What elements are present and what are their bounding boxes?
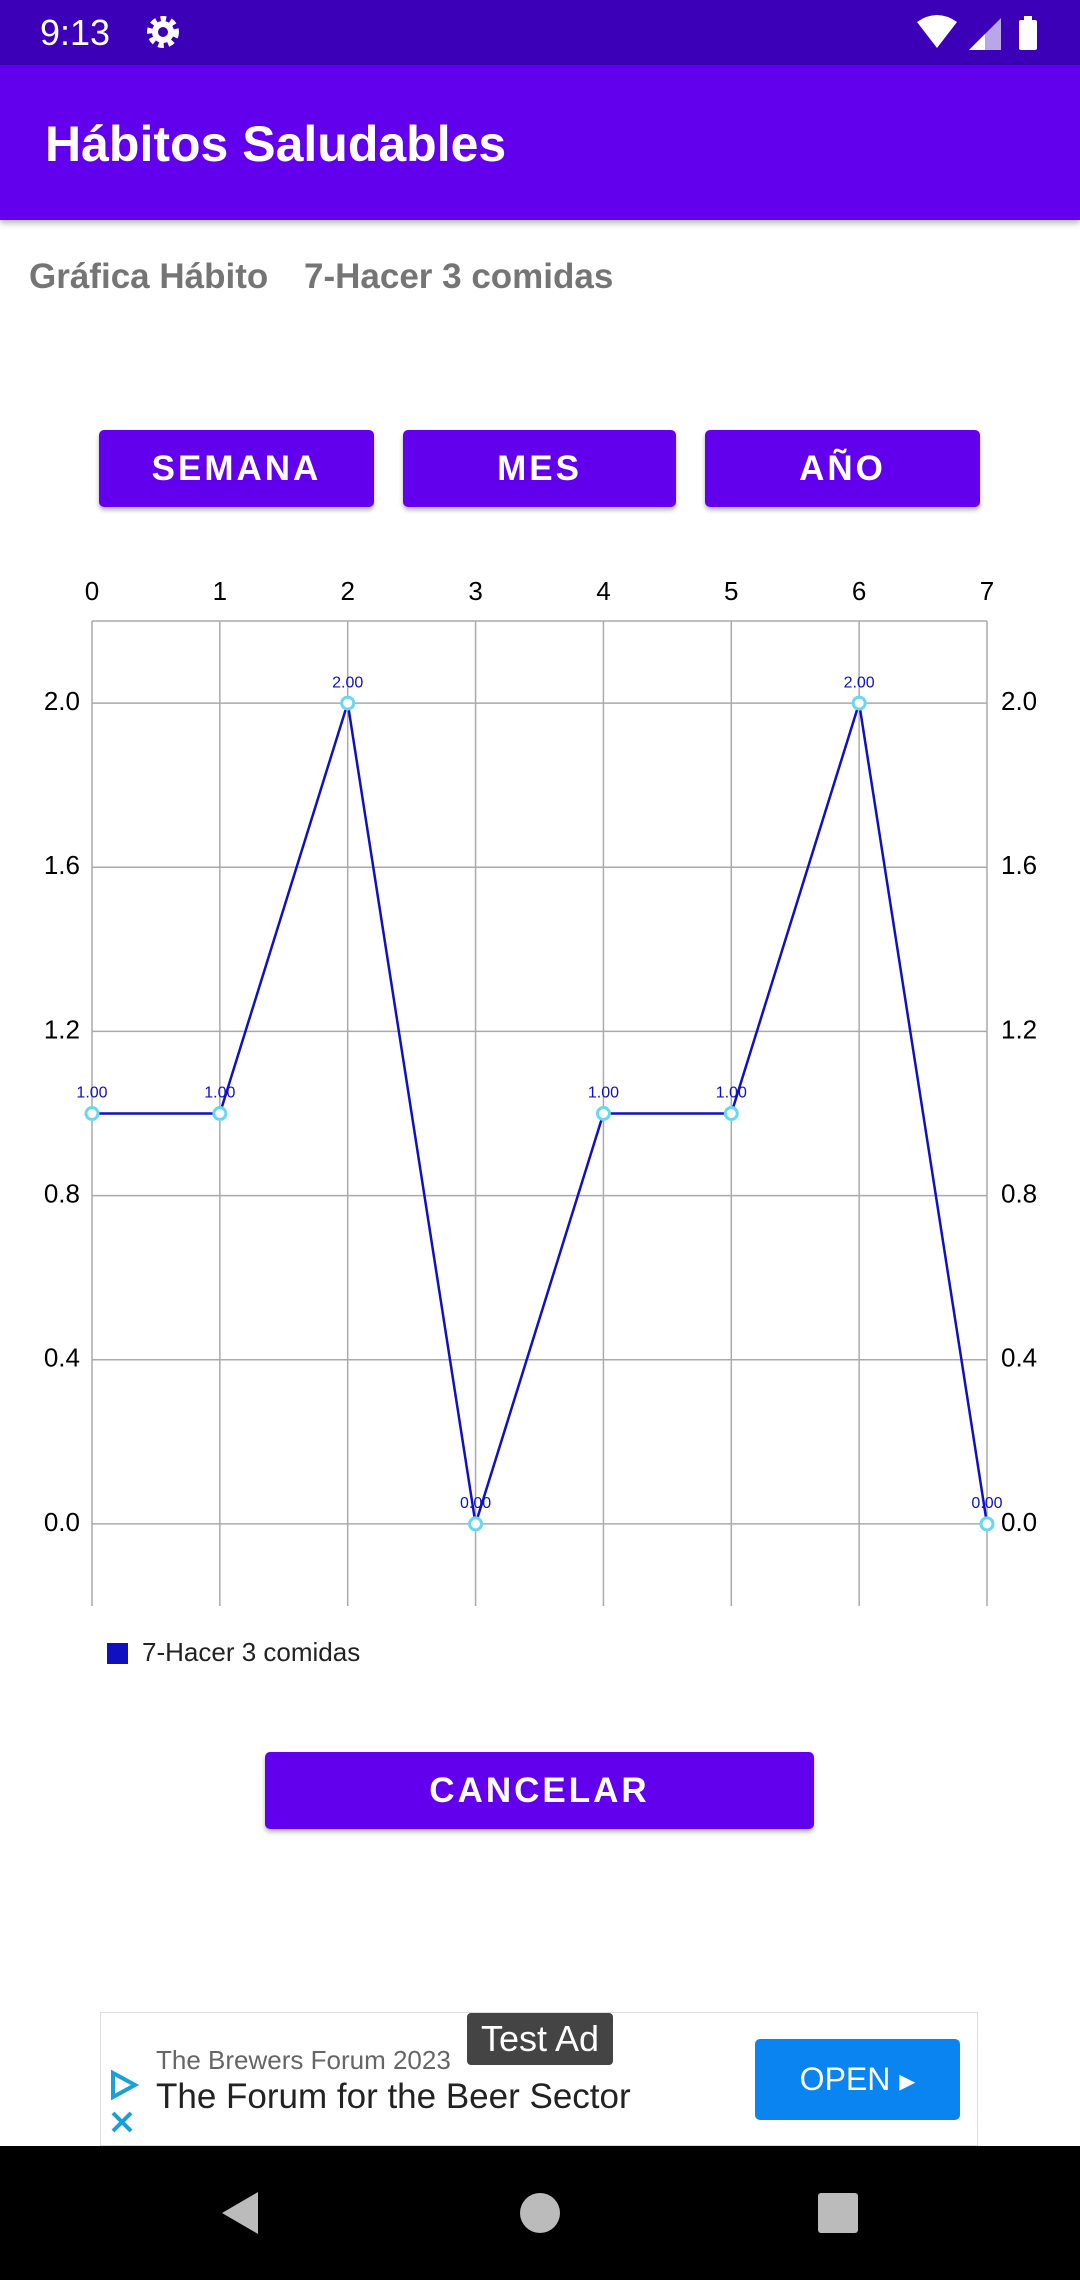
nav-icons [222,2192,858,2234]
data-label: 1.00 [716,1085,747,1102]
data-point [851,695,867,711]
y-tick-label-right: 2.0 [1001,686,1037,716]
year-button[interactable]: AÑO [705,430,980,507]
status-bar: 9:13 [0,0,1080,65]
x-tick-label: 0 [85,576,99,606]
chart: 0 1 2 3 4 5 6 7 0.0 0.0 0.4 0.4 0.8 0.8 1.2 1.2 1.6 1.6 2.… [44,576,1037,1667]
data-point [84,1106,100,1121]
y-tick-label: 1.6 [44,850,80,880]
data-label: 2.00 [332,674,363,691]
header-label: Gráfica Hábito [29,257,269,296]
x-tick-label: 7 [980,576,994,606]
data-label: 1.00 [204,1085,235,1102]
data-point [595,1106,611,1121]
y-tick-label: 0.8 [44,1178,80,1208]
x-tick-label: 5 [724,576,738,606]
cancel-button[interactable]: CANCELAR [265,1752,814,1829]
legend-label: 7-Hacer 3 comidas [142,1637,360,1667]
x-tick-label: 4 [596,576,610,606]
data-point [979,1516,995,1532]
ad-icons [111,2069,140,2133]
y-tick-label: 1.2 [44,1014,80,1044]
settings-icon [147,16,179,48]
y-tick-label: 0.4 [44,1343,80,1373]
y-tick-label: 0.0 [44,1507,80,1537]
ad-badge: Test Ad [467,2013,613,2065]
clock: 9:13 [40,12,111,53]
nav-bar [0,2146,1080,2280]
legend-swatch [107,1643,128,1664]
header-habit: 7-Hacer 3 comidas [304,257,614,296]
ad-banner[interactable]: The Brewers Forum 2023 The Forum for the… [100,2012,978,2146]
x-tick-label: 3 [468,576,482,606]
y-tick-label-right: 0.0 [1001,1507,1037,1537]
x-tick-label: 2 [340,576,354,606]
month-button[interactable]: MES [403,430,676,507]
status-icons [917,15,1037,50]
ad-cta: OPEN [799,2061,891,2097]
y-tick-label-right: 1.6 [1001,850,1037,880]
data-label: 0.00 [460,1495,491,1512]
data-point [340,695,356,711]
data-label: 0.00 [971,1495,1002,1512]
data-label: 1.00 [76,1085,107,1102]
week-button[interactable]: SEMANA [99,430,374,507]
data-line [92,702,989,1525]
app-bar: Hábitos Saludables [0,65,1080,220]
data-point [723,1106,739,1121]
y-tick-label-right: 0.8 [1001,1178,1037,1208]
y-tick-label: 2.0 [44,686,80,716]
y-tick-label-right: 0.4 [1001,1343,1037,1373]
data-point [212,1106,228,1121]
y-tick-label-right: 1.2 [1001,1014,1037,1044]
data-point [468,1516,484,1532]
app-title: Hábitos Saludables [45,116,507,172]
x-tick-label: 1 [213,576,227,606]
ad-headline: The Forum for the Beer Sector [156,2077,631,2116]
data-label: 2.00 [844,674,875,691]
x-tick-label: 6 [852,576,866,606]
data-label: 1.00 [588,1085,619,1102]
ad-open-button[interactable]: OPEN ▸ [755,2039,960,2120]
ad-advertiser: The Brewers Forum 2023 [156,2045,451,2075]
